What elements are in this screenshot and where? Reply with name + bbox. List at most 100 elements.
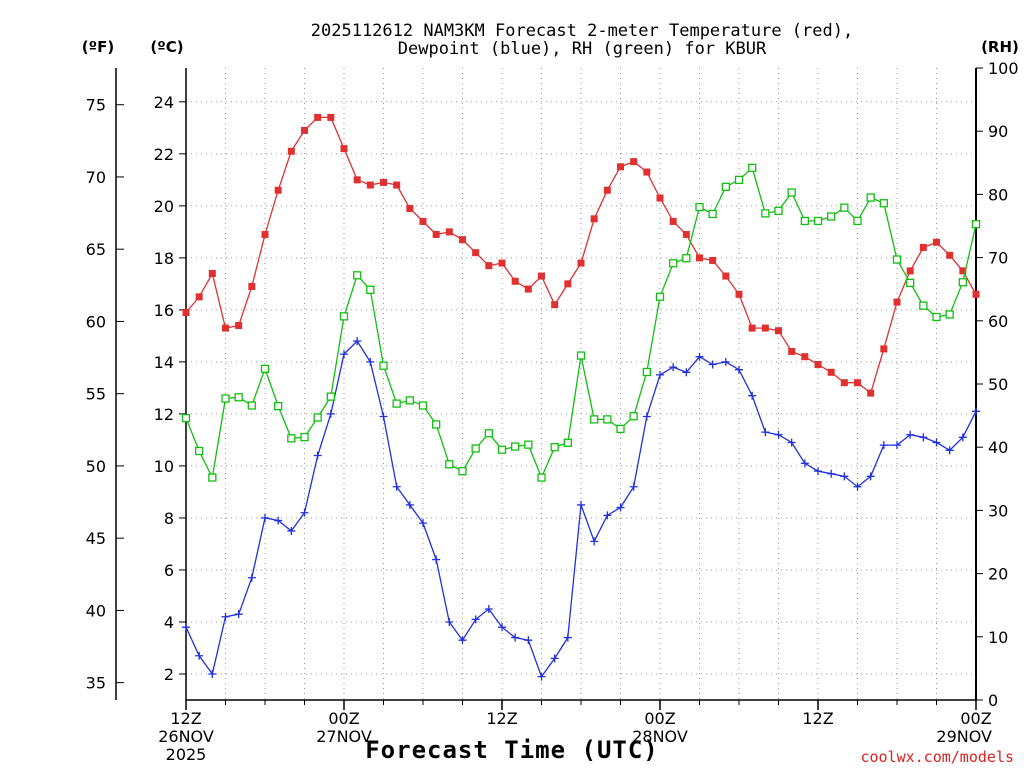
dewpoint-point <box>550 654 559 663</box>
rh-point <box>682 254 691 263</box>
x-tick-label: 26NOV <box>158 727 214 746</box>
dewpoint-point <box>906 430 915 439</box>
x-tick-label: 28NOV <box>632 727 688 746</box>
dewpoint-point <box>932 438 941 447</box>
dewpoint-point <box>419 519 427 528</box>
temperature-point <box>222 324 229 332</box>
rh-point <box>260 364 270 373</box>
dewpoint-point <box>669 363 678 372</box>
celsius-tick-label: 6 <box>164 561 174 580</box>
rh-point <box>629 412 638 421</box>
rh-point <box>484 429 493 438</box>
celsius-tick-label: 2 <box>164 665 174 684</box>
rh-point <box>418 401 428 410</box>
dewpoint-point <box>445 617 454 626</box>
temperature-point <box>353 176 361 184</box>
temperature-point <box>235 321 243 329</box>
rh-point <box>800 216 809 226</box>
dewpoint-point <box>379 412 388 421</box>
dewpoint-point <box>287 526 296 535</box>
rh-point <box>392 399 401 408</box>
temperature-point <box>933 238 940 246</box>
celsius-tick-label: 10 <box>154 457 174 476</box>
dewpoint-point <box>405 500 414 509</box>
rh-point <box>734 175 744 185</box>
rh-point <box>603 415 612 424</box>
rh-point <box>721 182 730 191</box>
temperature-point <box>208 269 216 277</box>
temperature-point <box>669 217 677 225</box>
rh-point <box>300 432 309 442</box>
chart-title-line2: Dewpoint (blue), RH (green) for KBUR <box>398 39 767 59</box>
temperature-point <box>814 360 822 368</box>
dewpoint-point <box>195 651 204 660</box>
temperature-point <box>801 353 809 361</box>
dewpoint-point <box>221 612 230 621</box>
dewpoint-point <box>392 482 401 491</box>
temperature-point <box>748 324 756 332</box>
temperature-point <box>182 308 190 316</box>
dewpoint-point <box>656 370 664 379</box>
rh-point <box>853 216 862 226</box>
temperature-point <box>248 282 256 290</box>
rh-point <box>761 209 770 218</box>
temperature-point <box>274 186 282 194</box>
rh-point <box>945 310 954 319</box>
dewpoint-point <box>208 669 217 678</box>
temperature-point <box>551 301 559 309</box>
temperature-point <box>419 217 427 225</box>
temperature-point <box>314 113 322 121</box>
celsius-tick-label: 8 <box>164 509 174 528</box>
rh-point <box>655 292 665 301</box>
temperature-point <box>880 345 888 353</box>
x-tick-label: 29NOV <box>936 727 992 746</box>
celsius-tick-label: 24 <box>154 93 174 112</box>
rh-point <box>971 219 981 229</box>
temperature-point <box>788 347 796 355</box>
chart-title-line1: 2025112612 NAM3KM Forecast 2-meter Tempe… <box>311 21 853 41</box>
dewpoint-point <box>840 472 849 481</box>
temperature-point <box>959 267 967 275</box>
dewpoint-point <box>432 555 441 564</box>
rh-point <box>195 446 204 456</box>
fahrenheit-tick-label: 45 <box>86 529 106 548</box>
rh-point <box>932 312 941 322</box>
x-tick-label: 12Z <box>802 709 833 728</box>
rh-point <box>537 473 546 482</box>
rh-point <box>458 467 467 476</box>
dewpoint-point <box>498 623 506 632</box>
rh-point <box>353 271 362 280</box>
rh-point <box>550 443 559 452</box>
temperature-point <box>590 215 598 223</box>
rh-point <box>379 361 388 370</box>
dewpoint-point <box>366 357 375 366</box>
dewpoint-point <box>735 365 743 374</box>
dewpoint-point <box>274 516 283 525</box>
temperature-point <box>630 158 638 166</box>
x-tick-label: 27NOV <box>316 727 372 746</box>
celsius-tick-label: 12 <box>154 405 174 424</box>
dewpoint-point <box>353 337 362 346</box>
rh-point <box>234 393 243 402</box>
rh-point <box>958 278 967 287</box>
temperature-point <box>459 236 466 244</box>
fahrenheit-tick-label: 75 <box>86 96 106 115</box>
rh-tick-label: 10 <box>988 628 1008 647</box>
temperature-point <box>445 228 453 236</box>
dewpoint-point <box>629 482 638 491</box>
rh-tick-label: 0 <box>988 691 998 710</box>
rh-point <box>708 209 717 219</box>
dewpoint-point <box>774 430 783 439</box>
rh-tick-label: 50 <box>988 375 1008 394</box>
rh-tick-label: 40 <box>988 438 1008 457</box>
rh-point <box>879 199 888 208</box>
temperature-point <box>775 327 782 335</box>
dewpoint-point <box>708 360 717 369</box>
rh-tick-label: 30 <box>988 501 1008 520</box>
rh-point <box>524 440 533 449</box>
temperature-point <box>577 259 585 267</box>
rh-point <box>576 351 586 360</box>
rh-point <box>563 438 572 447</box>
temperature-point <box>722 272 730 280</box>
fahrenheit-tick-label: 35 <box>86 674 106 693</box>
